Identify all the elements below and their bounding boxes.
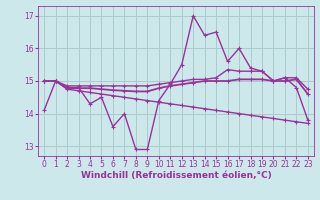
X-axis label: Windchill (Refroidissement éolien,°C): Windchill (Refroidissement éolien,°C) [81, 171, 271, 180]
